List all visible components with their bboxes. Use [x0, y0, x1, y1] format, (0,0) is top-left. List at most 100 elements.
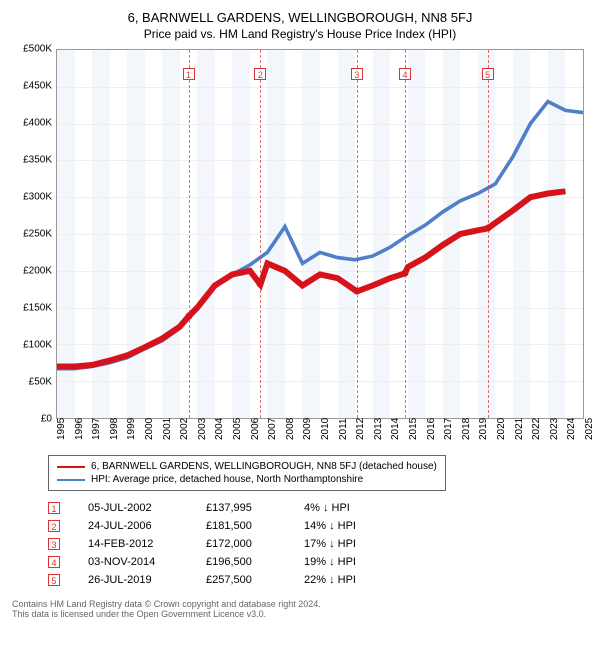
x-tick-label: 2005: [232, 418, 243, 440]
x-tick-label: 2009: [302, 418, 313, 440]
x-tick-label: 1998: [109, 418, 120, 440]
transaction-date: 24-JUL-2006: [88, 520, 178, 532]
y-tick-label: £300K: [23, 192, 52, 203]
footer-line2: This data is licensed under the Open Gov…: [12, 609, 592, 619]
x-tick-label: 2022: [531, 418, 542, 440]
x-tick-label: 2002: [179, 418, 190, 440]
footer-line1: Contains HM Land Registry data © Crown c…: [12, 599, 592, 609]
transaction-row: 2 24-JUL-2006 £181,500 14% ↓ HPI: [48, 517, 592, 535]
series-line: [57, 102, 583, 369]
legend-item-property: 6, BARNWELL GARDENS, WELLINGBOROUGH, NN8…: [57, 460, 437, 473]
transaction-row: 5 26-JUL-2019 £257,500 22% ↓ HPI: [48, 571, 592, 589]
y-tick-label: £350K: [23, 155, 52, 166]
transaction-diff: 19% ↓ HPI: [304, 556, 394, 568]
transaction-marker-line: [405, 50, 406, 418]
transactions-table: 1 05-JUL-2002 £137,995 4% ↓ HPI 2 24-JUL-2006…: [48, 499, 592, 589]
price-chart: £0 £50K £100K £150K £200K £250K £300K £350K £400…: [8, 49, 592, 449]
y-tick-label: £50K: [29, 377, 52, 388]
transaction-marker-line: [189, 50, 190, 418]
legend-swatch-hpi: [57, 479, 85, 481]
y-tick-label: £450K: [23, 81, 52, 92]
data-point-marker: [353, 288, 360, 295]
x-tick-label: 2023: [549, 418, 560, 440]
y-tick-label: £200K: [23, 266, 52, 277]
transaction-index: 2: [48, 520, 60, 532]
x-tick-label: 2011: [338, 418, 349, 440]
x-tick-label: 2013: [373, 418, 384, 440]
legend-label-hpi: HPI: Average price, detached house, Nort…: [91, 474, 363, 485]
x-tick-label: 2007: [267, 418, 278, 440]
series-line: [57, 191, 565, 366]
line-series: [57, 50, 583, 418]
x-tick-label: 2024: [566, 418, 577, 440]
x-tick-label: 2012: [355, 418, 366, 440]
x-tick-label: 2008: [285, 418, 296, 440]
y-tick-label: £250K: [23, 229, 52, 240]
x-tick-label: 2021: [514, 418, 525, 440]
x-tick-label: 1995: [56, 418, 67, 440]
transaction-row: 1 05-JUL-2002 £137,995 4% ↓ HPI: [48, 499, 592, 517]
legend-item-hpi: HPI: Average price, detached house, Nort…: [57, 473, 437, 486]
transaction-diff: 14% ↓ HPI: [304, 520, 394, 532]
transaction-diff: 22% ↓ HPI: [304, 574, 394, 586]
x-tick-label: 2015: [408, 418, 419, 440]
transaction-date: 14-FEB-2012: [88, 538, 178, 550]
transaction-row: 3 14-FEB-2012 £172,000 17% ↓ HPI: [48, 535, 592, 553]
transaction-price: £257,500: [206, 574, 276, 586]
x-tick-label: 2025: [584, 418, 595, 440]
transaction-price: £181,500: [206, 520, 276, 532]
y-tick-label: £500K: [23, 44, 52, 55]
x-tick-label: 2017: [443, 418, 454, 440]
transaction-price: £196,500: [206, 556, 276, 568]
x-tick-label: 2001: [162, 418, 173, 440]
transaction-price: £137,995: [206, 502, 276, 514]
legend-label-property: 6, BARNWELL GARDENS, WELLINGBOROUGH, NN8…: [91, 461, 437, 472]
transaction-marker-badge: 5: [482, 68, 494, 80]
data-point-marker: [185, 313, 192, 320]
y-tick-label: £0: [41, 414, 52, 425]
transaction-diff: 4% ↓ HPI: [304, 502, 394, 514]
transaction-index: 1: [48, 502, 60, 514]
x-tick-label: 1996: [74, 418, 85, 440]
x-tick-label: 2019: [478, 418, 489, 440]
transaction-marker-badge: 2: [254, 68, 266, 80]
transaction-marker-badge: 4: [399, 68, 411, 80]
transaction-marker-line: [357, 50, 358, 418]
legend: 6, BARNWELL GARDENS, WELLINGBOROUGH, NN8…: [48, 455, 446, 491]
transaction-price: £172,000: [206, 538, 276, 550]
x-axis: 1995 1996 1997 1998 1999 2000 2001 2002 2003 2004…: [56, 419, 584, 449]
x-tick-label: 2004: [214, 418, 225, 440]
transaction-date: 26-JUL-2019: [88, 574, 178, 586]
transaction-marker-line: [260, 50, 261, 418]
x-tick-label: 2003: [197, 418, 208, 440]
x-tick-label: 1999: [126, 418, 137, 440]
x-tick-label: 2016: [426, 418, 437, 440]
page-title: 6, BARNWELL GARDENS, WELLINGBOROUGH, NN8…: [8, 10, 592, 25]
transaction-marker-line: [488, 50, 489, 418]
transaction-diff: 17% ↓ HPI: [304, 538, 394, 550]
transaction-marker-badge: 3: [351, 68, 363, 80]
legend-swatch-property: [57, 466, 85, 468]
data-point-marker: [402, 270, 409, 277]
x-tick-label: 2018: [461, 418, 472, 440]
transaction-index: 3: [48, 538, 60, 550]
y-tick-label: £100K: [23, 340, 52, 351]
x-tick-label: 2006: [250, 418, 261, 440]
transaction-date: 05-JUL-2002: [88, 502, 178, 514]
x-tick-label: 1997: [91, 418, 102, 440]
x-tick-label: 2014: [390, 418, 401, 440]
y-axis: £0£50K£100K£150K£200K£250K£300K£350K£400…: [8, 49, 56, 419]
transaction-marker-badge: 1: [183, 68, 195, 80]
transaction-date: 03-NOV-2014: [88, 556, 178, 568]
y-tick-label: £150K: [23, 303, 52, 314]
y-tick-label: £400K: [23, 118, 52, 129]
transaction-row: 4 03-NOV-2014 £196,500 19% ↓ HPI: [48, 553, 592, 571]
transaction-index: 5: [48, 574, 60, 586]
x-tick-label: 2000: [144, 418, 155, 440]
transaction-index: 4: [48, 556, 60, 568]
plot-area: 1 2 3 4 5: [56, 49, 584, 419]
footer: Contains HM Land Registry data © Crown c…: [12, 599, 592, 619]
x-tick-label: 2020: [496, 418, 507, 440]
page-subtitle: Price paid vs. HM Land Registry's House …: [8, 27, 592, 41]
data-point-marker: [257, 281, 264, 288]
